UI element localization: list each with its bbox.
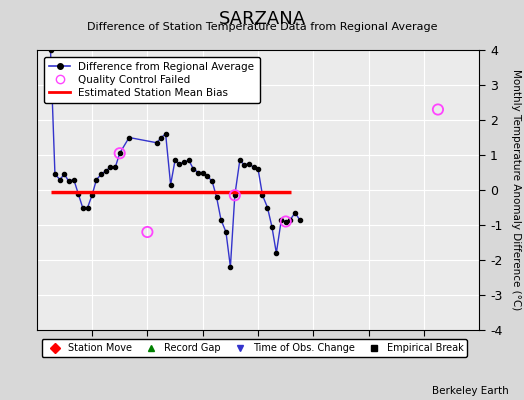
Point — [231, 192, 239, 198]
Point — [115, 150, 124, 156]
Y-axis label: Monthly Temperature Anomaly Difference (°C): Monthly Temperature Anomaly Difference (… — [510, 69, 520, 311]
Point — [281, 218, 290, 225]
Point — [143, 229, 151, 235]
Text: Difference of Station Temperature Data from Regional Average: Difference of Station Temperature Data f… — [87, 22, 437, 32]
Text: SARZANA: SARZANA — [219, 10, 305, 28]
Legend: Station Move, Record Gap, Time of Obs. Change, Empirical Break: Station Move, Record Gap, Time of Obs. C… — [41, 339, 467, 357]
Text: Berkeley Earth: Berkeley Earth — [432, 386, 508, 396]
Point — [434, 106, 442, 113]
Legend: Difference from Regional Average, Quality Control Failed, Estimated Station Mean: Difference from Regional Average, Qualit… — [44, 57, 260, 103]
